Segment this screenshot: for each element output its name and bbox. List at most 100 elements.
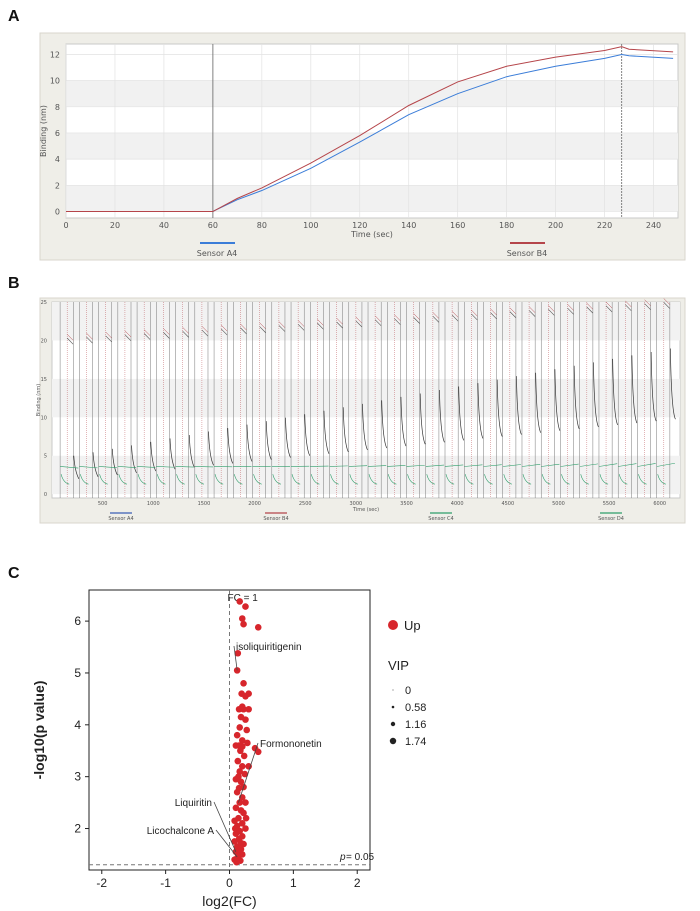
baseline-trace [368, 465, 387, 467]
upper-trace [451, 314, 459, 322]
x-tick-label: 5500 [603, 501, 616, 507]
annotation-label: isoliquiritigenin [236, 642, 302, 653]
baseline-trace [541, 463, 560, 467]
data-point [240, 680, 247, 687]
upper-trace [567, 304, 574, 311]
upper-trace [432, 312, 440, 319]
upper-trace [67, 334, 74, 341]
legend-label: Sensor A4 [197, 249, 238, 258]
upper-trace [317, 319, 324, 326]
panel-label-b: B [8, 275, 20, 292]
x-tick-label: 6000 [653, 501, 666, 507]
x-tick-label: 1000 [147, 501, 160, 507]
baseline-trace [425, 464, 445, 467]
baseline-trace [329, 465, 348, 467]
dissociation-trace [612, 358, 619, 426]
legend-vip-label: 1.74 [405, 736, 426, 748]
legend-vip-label: 1.16 [405, 719, 426, 731]
upper-trace [663, 298, 671, 305]
dissociation-trace [246, 424, 253, 462]
x-tick-label: 100 [303, 221, 318, 230]
data-point [235, 848, 242, 856]
upper-trace [124, 334, 132, 342]
data-point [237, 839, 245, 847]
dissociation-trace [573, 365, 580, 429]
baseline-trace [99, 474, 108, 485]
data-point [237, 747, 244, 755]
upper-trace [413, 313, 420, 320]
dissociation-trace [208, 431, 214, 466]
baseline-trace [560, 463, 579, 467]
x-tick-label: 220 [597, 221, 612, 230]
data-point [238, 737, 246, 744]
data-point [244, 739, 251, 747]
upper-trace [625, 300, 632, 308]
baseline-trace [637, 463, 656, 467]
data-point [241, 770, 249, 778]
baseline-trace [445, 474, 455, 485]
data-point [238, 690, 245, 698]
dissociation-trace [111, 448, 118, 476]
upper-trace [605, 305, 613, 313]
y-tick-label: 10 [41, 415, 47, 421]
upper-trace [528, 310, 536, 317]
upper-trace [105, 335, 112, 343]
annotation-label: Liquiritin [175, 798, 212, 809]
upper-trace [240, 323, 247, 331]
upper-trace [644, 299, 651, 307]
upper-trace [278, 325, 286, 332]
data-point [254, 748, 262, 756]
baseline-trace [638, 474, 647, 485]
y-tick-label: 2 [74, 822, 81, 836]
legend-label: Sensor D4 [598, 516, 624, 522]
x-tick-label: 20 [110, 221, 120, 230]
dissociation-trace [496, 379, 503, 437]
upper-trace [259, 322, 266, 330]
data-point [242, 603, 249, 610]
upper-trace [240, 327, 247, 335]
baseline-trace [407, 474, 416, 485]
data-point [245, 705, 252, 713]
data-point [236, 768, 244, 775]
baseline-trace [118, 474, 128, 485]
baseline-trace [464, 464, 483, 467]
y-tick-label: 5 [44, 454, 47, 460]
upper-trace [220, 324, 228, 332]
series-line [66, 46, 674, 212]
dissociation-trace [227, 428, 234, 464]
x-tick-label: 1 [290, 876, 297, 890]
dissociation-trace [439, 390, 445, 443]
legend-vip-marker [389, 737, 397, 745]
upper-trace [548, 309, 555, 316]
upper-trace [548, 305, 555, 312]
upper-trace [490, 312, 497, 320]
data-point [237, 778, 245, 786]
upper-trace [336, 321, 343, 329]
baseline-trace [483, 464, 502, 467]
legend-label: Sensor B4 [507, 249, 548, 258]
upper-trace [644, 303, 651, 310]
baseline-trace [618, 463, 637, 467]
upper-trace [297, 320, 305, 327]
upper-trace [586, 302, 594, 310]
upper-trace [432, 316, 440, 323]
dissociation-trace [419, 393, 426, 445]
baseline-trace [599, 474, 609, 485]
baseline-trace [156, 466, 175, 468]
upper-trace [278, 321, 286, 328]
data-point [234, 649, 242, 657]
dissociation-trace [323, 410, 330, 454]
upper-trace [163, 332, 170, 339]
p-label-p: p [339, 852, 346, 863]
data-point [233, 731, 241, 739]
upper-trace [86, 336, 93, 344]
data-point [236, 724, 244, 731]
x-tick-label: 4500 [501, 501, 514, 507]
x-tick-label: 0 [63, 221, 68, 230]
baseline-trace [349, 474, 358, 485]
dissociation-trace [285, 417, 291, 458]
dissociation-trace [400, 396, 407, 447]
